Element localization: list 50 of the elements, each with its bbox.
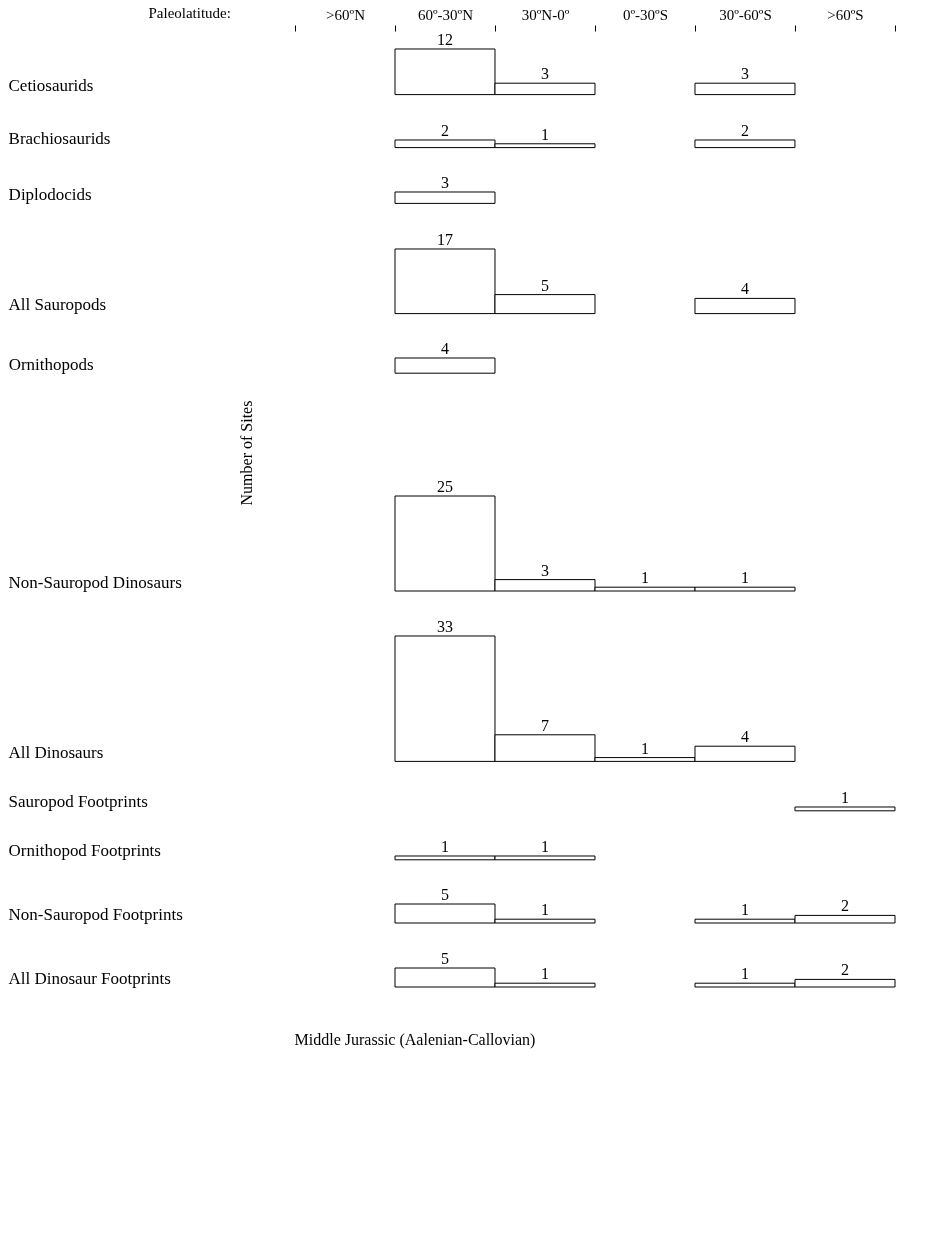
x-tick-label: 60º-30ºN [417, 7, 474, 24]
data-label: 12 [437, 31, 453, 48]
y-axis-title: Non-Sauropod Footprints [8, 904, 183, 924]
text: Number of Sites [238, 400, 255, 506]
y-axis-title: Diplodocids [8, 185, 92, 205]
data-label: 1 [540, 837, 549, 855]
x-tick-label: >60ºN [326, 7, 366, 24]
data-label: 1 [741, 965, 749, 983]
y-axis-title: All Dinosaur Footprints [8, 968, 171, 988]
data-label: 3 [541, 561, 549, 579]
data-label: 25 [437, 478, 453, 496]
data-label: 4 [740, 728, 749, 746]
data-label: 4 [441, 340, 449, 358]
data-label: 17 [437, 230, 453, 248]
y-axis-title: Ornithopods [8, 354, 94, 374]
data-label: 1 [541, 965, 549, 983]
data-label: 1 [640, 739, 649, 757]
data-label: 7 [540, 717, 549, 735]
text: Middle Jurassic (Aalenian-Callovian) [294, 1031, 536, 1050]
data-label: 1 [741, 901, 749, 919]
data-label: 4 [740, 279, 749, 297]
data-label: 3 [740, 65, 749, 83]
x-tick-label: 30º-60ºS [719, 7, 772, 24]
y-axis-title: Ornithopod Footprints [8, 840, 161, 860]
data-label: 2 [841, 897, 849, 915]
data-label: 1 [840, 788, 849, 806]
data-label: 2 [841, 961, 849, 979]
data-label: 5 [441, 950, 449, 968]
y-axis-title: Brachiosaurids [8, 128, 111, 148]
data-label: 3 [540, 65, 549, 83]
y-axis-title: Non-Sauropod Dinosaurs [8, 572, 182, 592]
data-label: 33 [437, 618, 453, 636]
x-axis-title: Paleolatitude: [148, 5, 231, 22]
data-label: 2 [441, 121, 449, 139]
x-tick-label: >60ºS [827, 7, 864, 24]
y-axis-title: Sauropod Footprints [8, 792, 148, 812]
y-axis-title: Cetiosaurids [8, 76, 94, 96]
data-label: 5 [441, 886, 449, 904]
data-label: 5 [540, 276, 549, 294]
y-axis-title: All Sauropods [8, 294, 107, 314]
data-label: 3 [441, 174, 449, 192]
data-label: 1 [441, 837, 449, 855]
x-tick-label: 0º-30ºS [622, 7, 669, 24]
data-label: 2 [740, 121, 749, 139]
data-label: 1 [540, 125, 549, 143]
data-label: 1 [541, 901, 549, 919]
data-label: 1 [641, 569, 649, 587]
data-label: 1 [741, 569, 749, 587]
x-tick-label: 30ºN-0º [521, 7, 570, 24]
y-axis-title: All Dinosaurs [8, 743, 104, 763]
